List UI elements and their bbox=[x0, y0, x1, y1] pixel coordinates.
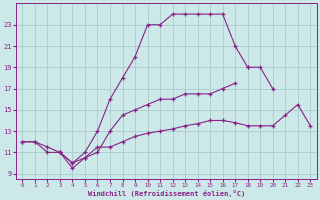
X-axis label: Windchill (Refroidissement éolien,°C): Windchill (Refroidissement éolien,°C) bbox=[88, 190, 245, 197]
